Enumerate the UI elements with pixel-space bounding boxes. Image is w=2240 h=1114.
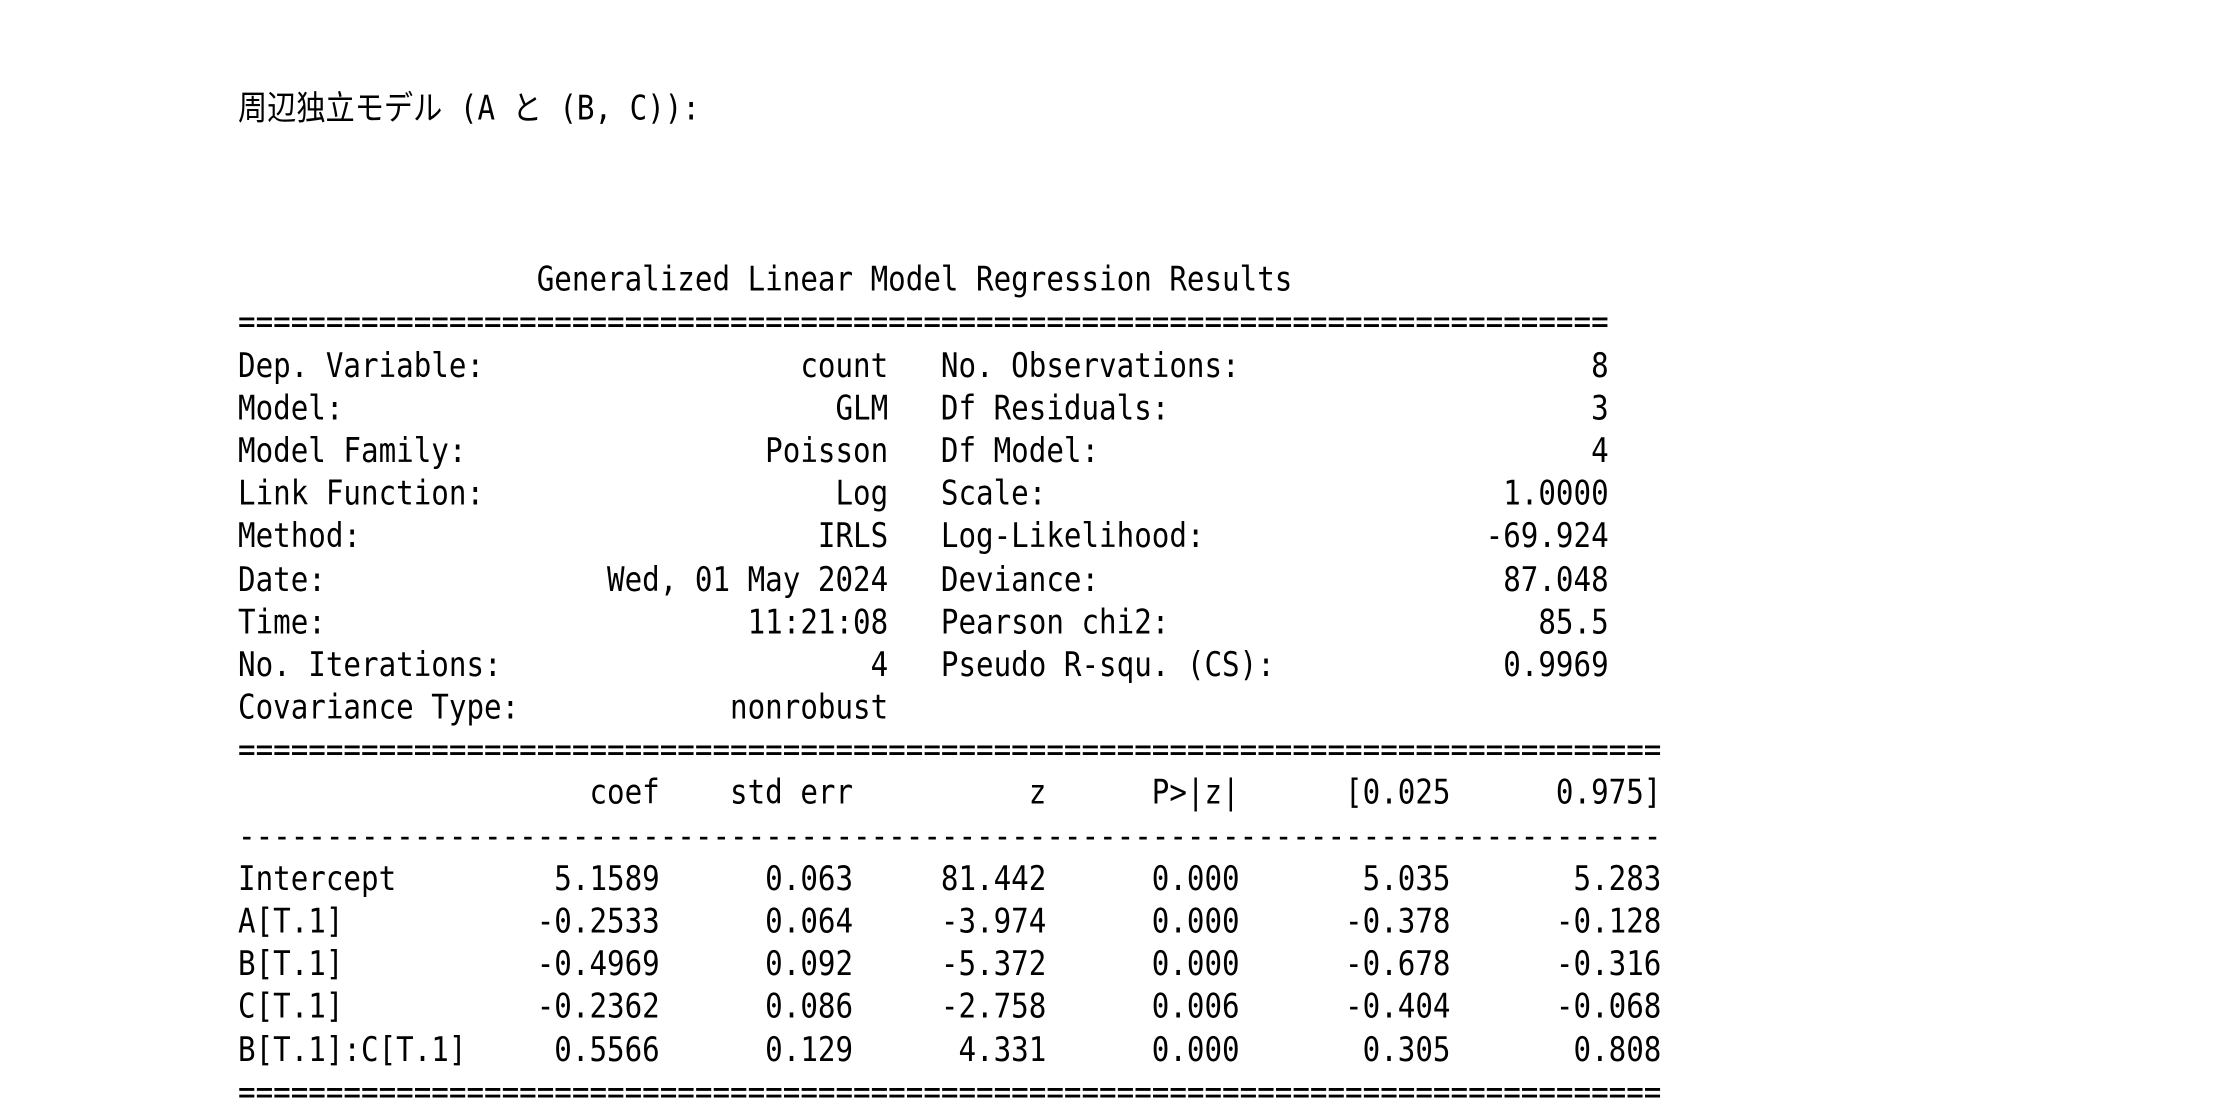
info-row: Covariance Type: nonrobust [238,687,889,727]
info-row: Link Function: Log Scale: 1.0000 [238,473,1609,513]
coef-header-row: coef std err z P>|z| [0.025 0.975] [238,773,1662,813]
coef-row: Intercept 5.1589 0.063 81.442 0.000 5.03… [238,858,1662,898]
info-row: No. Iterations: 4 Pseudo R-squ. (CS): 0.… [238,644,1609,684]
coef-row: B[T.1]:C[T.1] 0.5566 0.129 4.331 0.000 0… [238,1029,1662,1069]
separator-top: ========================================… [238,302,1609,342]
summary-title: Generalized Linear Model Regression Resu… [238,259,1293,299]
coef-row: B[T.1] -0.4969 0.092 -5.372 0.000 -0.678… [238,944,1662,984]
glm-summary-block: 周辺独立モデル (A と (B, C)): Generalized Linear… [238,2,1661,1114]
coef-row: C[T.1] -0.2362 0.086 -2.758 0.006 -0.404… [238,986,1662,1026]
info-row: Model: GLM Df Residuals: 3 [238,388,1609,428]
info-row: Method: IRLS Log-Likelihood: -69.924 [238,516,1609,556]
info-row: Date: Wed, 01 May 2024 Deviance: 87.048 [238,559,1609,599]
separator-bottom: ========================================… [238,1072,1662,1112]
page-title: 周辺独立モデル (A と (B, C)): [238,88,700,128]
info-row: Dep. Variable: count No. Observations: 8 [238,345,1609,385]
coef-divider: ----------------------------------------… [238,815,1662,855]
info-row: Model Family: Poisson Df Model: 4 [238,430,1609,470]
separator-mid: ========================================… [238,730,1662,770]
coef-row: A[T.1] -0.2533 0.064 -3.974 0.000 -0.378… [238,901,1662,941]
info-row: Time: 11:21:08 Pearson chi2: 85.5 [238,601,1609,642]
